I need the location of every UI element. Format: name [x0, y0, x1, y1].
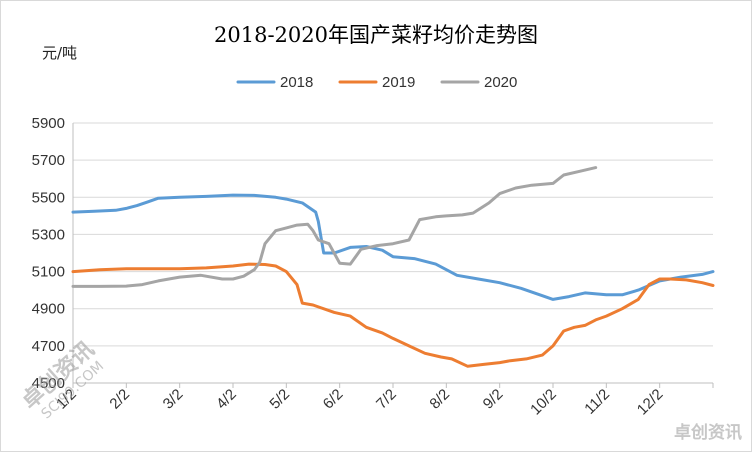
series-lines: [71, 166, 715, 368]
y-tick-label: 5700: [32, 152, 65, 169]
legend-label-2019: 2019: [382, 74, 415, 91]
y-axis-unit-label: 元/吨: [42, 44, 77, 62]
series-line-2018: [71, 193, 715, 301]
legend-label-2018: 2018: [280, 74, 313, 91]
y-tick-label: 5300: [32, 226, 65, 243]
legend-label-2020: 2020: [484, 74, 517, 91]
y-tick-label: 4500: [32, 375, 65, 392]
watermark-right: 卓创资讯: [674, 422, 742, 443]
series-line-2019: [71, 262, 715, 368]
y-tick-label: 4700: [32, 338, 65, 355]
y-tick-label: 4900: [32, 301, 65, 318]
chart-title: 2018-2020年国产菜籽均价走势图: [214, 23, 538, 47]
series-line-2020: [71, 166, 598, 288]
y-tick-label: 5500: [32, 189, 65, 206]
y-tick-label: 5100: [32, 264, 65, 281]
legend: 2018 2019 2020: [236, 74, 517, 91]
y-tick-label: 5900: [32, 115, 65, 132]
